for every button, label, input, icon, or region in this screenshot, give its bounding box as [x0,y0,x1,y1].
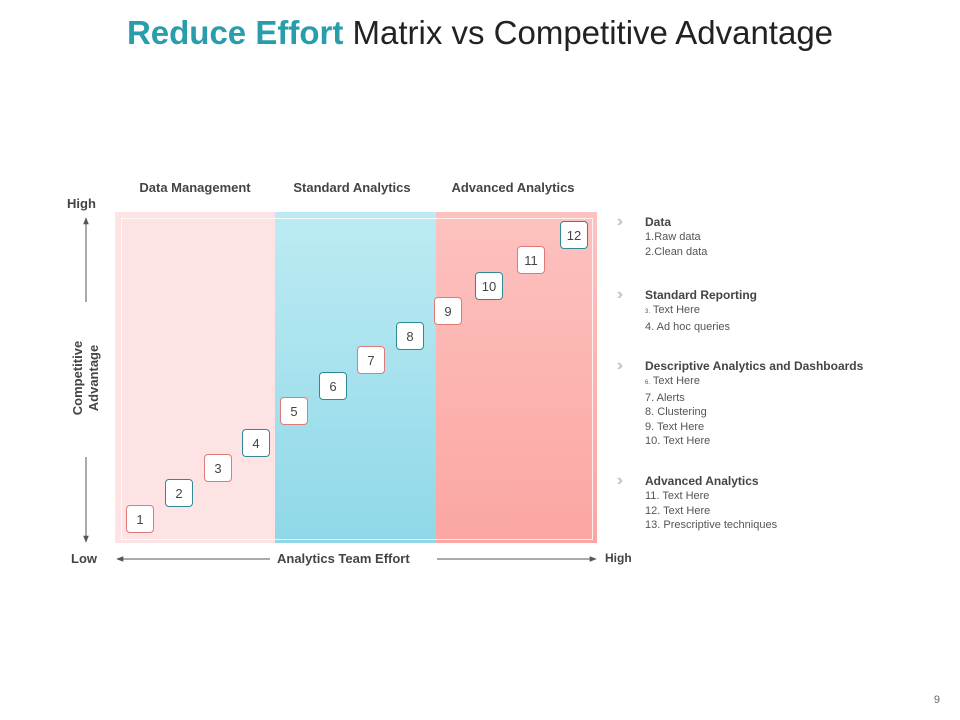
legend-item: 10. Text Here [645,435,711,447]
step-box-2: 2 [165,479,193,507]
slide-title: Reduce Effort Matrix vs Competitive Adva… [0,14,960,52]
panel-standard-analytics [275,212,436,543]
legend-block-standard-reporting: ››› Standard Reporting 3. Text Here 4. A… [618,287,918,334]
legend-item: 8. Clustering [645,406,707,418]
y-axis-title: Competitive Advantage [70,318,102,438]
step-box-4: 4 [242,429,270,457]
legend-item: 13. Prescriptive techniques [645,519,778,531]
panel-advanced-analytics [436,212,597,543]
legend-item: 9. Text Here [645,420,705,433]
legend-item: 12. Text Here [645,504,711,517]
column-header-standard-analytics: Standard Analytics [293,180,411,195]
legend-title: Standard Reporting [645,288,758,302]
legend-title: Descriptive Analytics and Dashboards [645,359,864,373]
legend-item: 2.Clean data [645,245,708,258]
step-box-12: 12 [560,221,588,249]
step-box-7: 7 [357,346,385,374]
title-rest: Matrix vs Competitive Advantage [352,14,834,51]
legend-block-data: ››› Data 1.Raw data 2.Clean data [618,214,918,259]
legend-item: 3. Text Here [645,304,700,316]
x-axis-low-label: Low [71,551,97,566]
step-box-1: 1 [126,505,154,533]
legend-title: Advanced Analytics [645,474,759,488]
y-axis-high-label: High [67,196,96,211]
step-box-3: 3 [204,454,232,482]
legend-item: 11. Text Here [645,490,710,502]
legend-item: 7. Alerts [645,391,685,404]
step-box-9: 9 [434,297,462,325]
title-accent: Reduce Effort [126,14,344,51]
legend-block-advanced-analytics: ››› Advanced Analytics 11. Text Here 12.… [618,473,918,533]
panel-data-management [115,212,275,543]
y-axis-title-line1: Competitive [70,340,85,416]
legend-title: Data [645,215,672,229]
y-axis-title-line2: Advantage [86,344,101,412]
column-header-data-management: Data Management [139,180,251,195]
legend-item: 6. Text Here [645,375,700,387]
x-axis-title: Analytics Team Effort [277,551,410,566]
step-box-8: 8 [396,322,424,350]
legend-block-descriptive-analytics: ››› Descriptive Analytics and Dashboards… [618,358,918,449]
legend-item: 4. Ad hoc queries [645,320,731,333]
step-box-6: 6 [319,372,347,400]
legend-item: 1.Raw data [645,231,701,243]
step-box-5: 5 [280,397,308,425]
column-header-advanced-analytics: Advanced Analytics [451,180,575,195]
x-axis-high-label: High [605,551,632,565]
page-number: 9 [933,694,940,706]
step-box-10: 10 [475,272,503,300]
step-box-11: 11 [517,246,545,274]
